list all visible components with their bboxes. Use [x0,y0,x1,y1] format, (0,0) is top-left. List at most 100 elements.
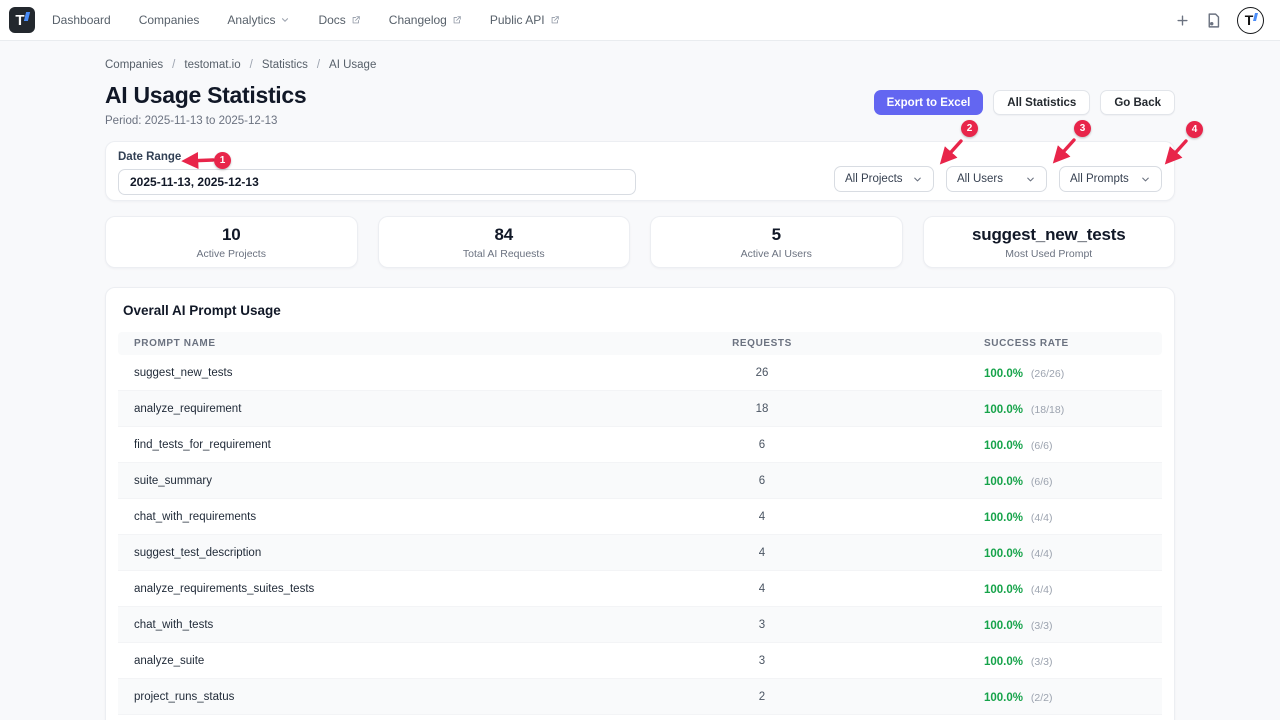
success-rate-cell: 100.0% (2/2) [862,688,1162,706]
prompt-name-cell: analyze_requirement [134,402,242,415]
requests-cell: 4 [758,546,766,559]
chevron-down-icon [1142,177,1149,181]
success-rate-percent: 100.0% [984,511,1024,524]
success-rate-fraction: (6/6) [1028,439,1053,452]
breadcrumb-companies[interactable]: Companies [105,59,164,71]
success-rate-fraction: (26/26) [1028,367,1065,380]
requests-cell: 3 [758,618,766,631]
column-prompt-name: PROMPT NAME [134,338,216,349]
breadcrumb-statistics[interactable]: Statistics [261,59,308,71]
table-row: suite_summary 6 100.0% (6/6) [118,463,1162,499]
nav-item-docs[interactable]: Docs [318,13,360,27]
prompt-name-cell: project_runs_status [134,690,235,703]
success-rate-percent: 100.0% [984,691,1024,704]
success-rate-percent: 100.0% [984,403,1024,416]
table-title: Overall AI Prompt Usage [123,303,281,318]
nav-item-companies[interactable]: Companies [138,13,200,27]
stat-label: Active Projects [196,247,266,260]
go-back-button[interactable]: Go Back [1100,90,1175,115]
nav-item-dashboard[interactable]: Dashboard [52,13,111,27]
users-select[interactable]: All Users [946,166,1047,192]
table-row: analyze_requirements_suites_tests 4 100.… [118,571,1162,607]
prompt-name-cell: suggest_test_description [134,546,262,559]
table-row: suggest_test_description 4 100.0% (4/4) [118,535,1162,571]
table-body: suggest_new_tests 26 100.0% (26/26) anal… [118,355,1162,715]
chevron-down-icon [1027,177,1034,181]
annotation-badge-3: 3 [1074,120,1091,137]
prompt-name-cell: find_tests_for_requirement [134,438,271,451]
chevron-down-icon [914,177,921,181]
feed-button[interactable] [1205,12,1222,29]
app-logo-letter: T [15,11,25,29]
success-rate-percent: 100.0% [984,655,1024,668]
success-rate-percent: 100.0% [984,475,1024,488]
chevron-down-icon [282,18,289,22]
user-avatar[interactable]: T [1237,6,1264,34]
filters-card: Date Range 2025-11-13, 2025-12-13 All Pr… [105,141,1175,201]
stat-label: Most Used Prompt [1005,247,1093,260]
requests-cell: 3 [758,654,766,667]
table-row: project_runs_status 2 100.0% (2/2) [118,679,1162,715]
success-rate-percent: 100.0% [984,619,1024,632]
stat-card: suggest_new_tests Most Used Prompt [922,216,1175,268]
requests-cell: 4 [758,510,766,523]
external-link-icon [551,16,559,24]
plus-button[interactable] [1175,13,1190,28]
export-to-excel-button[interactable]: Export to Excel [873,90,984,115]
success-rate-cell: 100.0% (4/4) [862,580,1162,598]
success-rate-fraction: (3/3) [1028,655,1053,668]
stat-value: suggest_new_tests [972,224,1126,244]
prompt-name-cell: chat_with_tests [134,618,214,631]
success-rate-percent: 100.0% [984,583,1024,596]
nav-links: Dashboard Companies Analytics Docs Chang… [52,13,560,27]
date-range-input[interactable]: 2025-11-13, 2025-12-13 [118,169,636,195]
requests-cell: 18 [755,402,769,415]
stat-value: 5 [771,224,781,244]
breadcrumb-current: AI Usage [329,59,377,71]
success-rate-cell: 100.0% (4/4) [862,544,1162,562]
success-rate-cell: 100.0% (3/3) [862,652,1162,670]
success-rate-fraction: (2/2) [1028,691,1053,704]
stat-label: Total AI Requests [462,247,545,260]
annotation-badge-2: 2 [961,120,978,137]
nav-item-changelog[interactable]: Changelog [389,13,462,27]
table-row: chat_with_tests 3 100.0% (3/3) [118,607,1162,643]
breadcrumb: Companies / testomat.io / Statistics / A… [105,59,377,71]
annotation-badge-4: 4 [1186,121,1203,138]
requests-cell: 2 [758,690,766,703]
page-title: AI Usage Statistics [105,82,307,108]
nav-item-analytics[interactable]: Analytics [227,13,290,27]
app-logo-accent [23,12,31,21]
column-success-rate: SUCCESS RATE [984,338,1069,349]
prompt-name-cell: analyze_suite [134,654,205,667]
success-rate-fraction: (18/18) [1028,403,1065,416]
breadcrumb-project[interactable]: testomat.io [184,59,241,71]
table-row: find_tests_for_requirement 6 100.0% (6/6… [118,427,1162,463]
table-row: suggest_new_tests 26 100.0% (26/26) [118,355,1162,391]
column-requests: REQUESTS [732,338,792,349]
success-rate-percent: 100.0% [984,367,1024,380]
stats-row: 10 Active Projects 84 Total AI Requests … [105,216,1175,268]
success-rate-cell: 100.0% (6/6) [862,472,1162,490]
annotation-badge-1: 1 [214,152,231,169]
period-subtitle: Period: 2025-11-13 to 2025-12-13 [105,115,278,127]
prompt-name-cell: analyze_requirements_suites_tests [134,582,315,595]
prompt-name-cell: suite_summary [134,474,212,487]
requests-cell: 6 [758,474,766,487]
stat-card: 5 Active AI Users [650,216,903,268]
stat-card: 10 Active Projects [105,216,358,268]
all-statistics-button[interactable]: All Statistics [993,90,1091,115]
external-link-icon [453,16,461,24]
nav-item-public-api[interactable]: Public API [490,13,560,27]
success-rate-cell: 100.0% (18/18) [862,400,1162,418]
plus-icon [1177,14,1188,26]
stat-value: 10 [221,224,241,244]
projects-select[interactable]: All Projects [834,166,934,192]
requests-cell: 4 [758,582,766,595]
prompts-select[interactable]: All Prompts [1059,166,1162,192]
success-rate-fraction: (6/6) [1028,475,1053,488]
page-header: AI Usage Statistics Period: 2025-11-13 t… [105,82,1175,127]
prompt-name-cell: chat_with_requirements [134,510,257,523]
external-link-icon [352,16,360,24]
app-logo[interactable]: T [9,7,35,33]
